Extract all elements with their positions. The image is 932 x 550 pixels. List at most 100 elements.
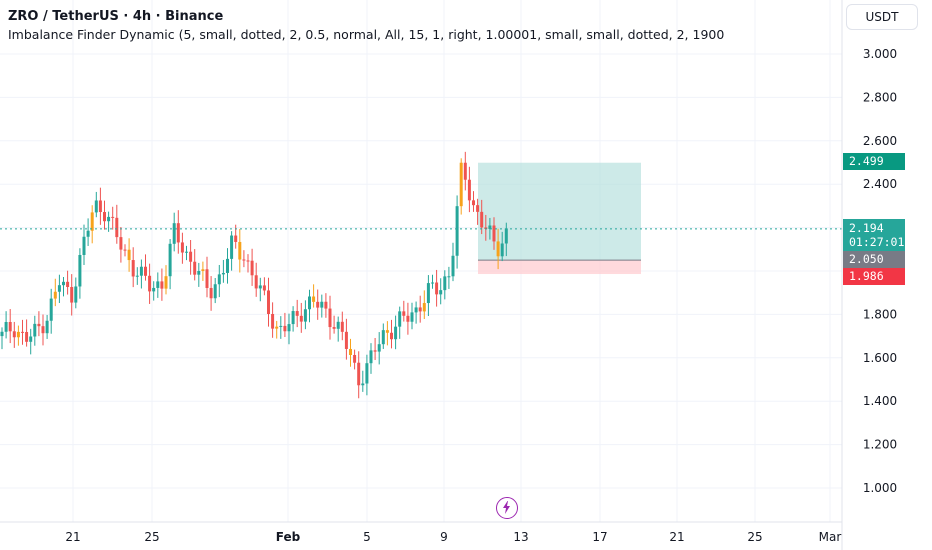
candle bbox=[156, 272, 160, 298]
candle bbox=[283, 312, 287, 338]
loss-zone bbox=[478, 260, 641, 275]
price-tick-label: 2.600 bbox=[863, 134, 897, 148]
candle bbox=[0, 327, 4, 350]
candle-body bbox=[336, 321, 340, 329]
candle-series[interactable] bbox=[0, 151, 508, 399]
indicator-title[interactable]: Imbalance Finder Dynamic (5, small, dott… bbox=[8, 27, 725, 42]
candle bbox=[398, 306, 402, 339]
candle bbox=[287, 313, 291, 345]
candle bbox=[500, 231, 504, 262]
candle-body bbox=[496, 241, 500, 257]
candle-body bbox=[488, 225, 492, 229]
candle bbox=[340, 311, 344, 341]
candle-body bbox=[324, 301, 328, 309]
long-position-tool[interactable] bbox=[478, 162, 641, 275]
candle-body bbox=[385, 330, 389, 333]
candle-body bbox=[299, 315, 303, 322]
candle-body bbox=[168, 243, 172, 277]
candle-body bbox=[16, 331, 20, 338]
candle bbox=[365, 354, 369, 396]
candle bbox=[16, 325, 20, 346]
candle-body bbox=[344, 331, 348, 349]
candle-body bbox=[4, 322, 8, 332]
candle bbox=[131, 247, 135, 288]
candle bbox=[414, 301, 418, 324]
candle-body bbox=[394, 326, 398, 340]
candle-body bbox=[369, 350, 373, 364]
symbol-title[interactable]: ZRO / TetherUS · 4h · Binance bbox=[8, 9, 224, 24]
candle-body bbox=[37, 323, 41, 327]
time-tick-label: 25 bbox=[144, 530, 159, 544]
candle-body bbox=[160, 281, 164, 289]
candle-body bbox=[107, 216, 111, 222]
candle bbox=[394, 315, 398, 350]
candle-body bbox=[156, 281, 160, 288]
candle bbox=[488, 217, 492, 240]
candle bbox=[459, 158, 463, 215]
candle-body bbox=[390, 332, 393, 340]
candle bbox=[308, 289, 311, 323]
time-tick-label: 17 bbox=[592, 530, 607, 544]
candle-body bbox=[74, 286, 78, 303]
candle bbox=[262, 277, 266, 296]
candle bbox=[381, 323, 385, 349]
candle-body bbox=[193, 261, 197, 275]
candle-body bbox=[33, 323, 37, 337]
candle-body bbox=[94, 200, 98, 213]
candle bbox=[504, 222, 508, 257]
candle-body bbox=[139, 266, 143, 276]
candle bbox=[447, 266, 451, 289]
candle bbox=[45, 314, 49, 339]
candle bbox=[312, 284, 316, 308]
candle bbox=[33, 315, 37, 346]
candle-body bbox=[484, 227, 488, 229]
candle bbox=[258, 277, 262, 302]
candle bbox=[185, 245, 188, 261]
candle-body bbox=[357, 362, 361, 386]
candle-body bbox=[443, 276, 447, 291]
candle-body bbox=[361, 383, 365, 386]
candle-body bbox=[148, 275, 152, 292]
current-price-tag: 2.194 01:27:01 bbox=[843, 219, 905, 251]
candle-body bbox=[230, 235, 234, 259]
candle-body bbox=[209, 287, 213, 299]
current-price-value: 2.194 bbox=[849, 221, 884, 235]
candle-body bbox=[205, 269, 209, 288]
candle bbox=[25, 319, 29, 347]
profit-zone bbox=[478, 162, 641, 261]
candle bbox=[484, 214, 488, 241]
candle-body bbox=[410, 312, 414, 322]
candle-body bbox=[70, 286, 74, 303]
candle-body bbox=[463, 162, 467, 180]
lightning-bolt-icon[interactable] bbox=[496, 497, 518, 519]
candle bbox=[361, 370, 365, 392]
candle bbox=[295, 299, 299, 328]
candle-body bbox=[180, 242, 184, 253]
candle bbox=[480, 199, 484, 235]
candle-body bbox=[57, 285, 61, 292]
time-scale[interactable]: 21 25 Feb 5 9 13 17 21 25 Mar bbox=[65, 530, 841, 544]
take-profit-tag: 2.499 bbox=[843, 153, 905, 170]
stop-loss-tag: 1.986 bbox=[843, 268, 905, 285]
candle-body bbox=[115, 217, 119, 238]
candle bbox=[463, 151, 467, 191]
candle-body bbox=[197, 270, 201, 275]
candle bbox=[332, 315, 336, 334]
candle bbox=[49, 288, 53, 334]
candle bbox=[66, 270, 70, 295]
candle-body bbox=[250, 260, 254, 276]
candle bbox=[62, 276, 65, 297]
candle bbox=[246, 254, 250, 273]
candle-body bbox=[41, 326, 45, 334]
candle bbox=[402, 300, 406, 322]
candle-body bbox=[176, 223, 180, 243]
candle-body bbox=[25, 331, 29, 342]
candle-body bbox=[271, 314, 275, 329]
candle-body bbox=[217, 274, 221, 285]
candle bbox=[299, 302, 303, 333]
currency-button[interactable]: USDT bbox=[846, 4, 918, 30]
candle-body bbox=[422, 303, 426, 312]
candle bbox=[422, 290, 426, 320]
candle bbox=[21, 319, 24, 345]
